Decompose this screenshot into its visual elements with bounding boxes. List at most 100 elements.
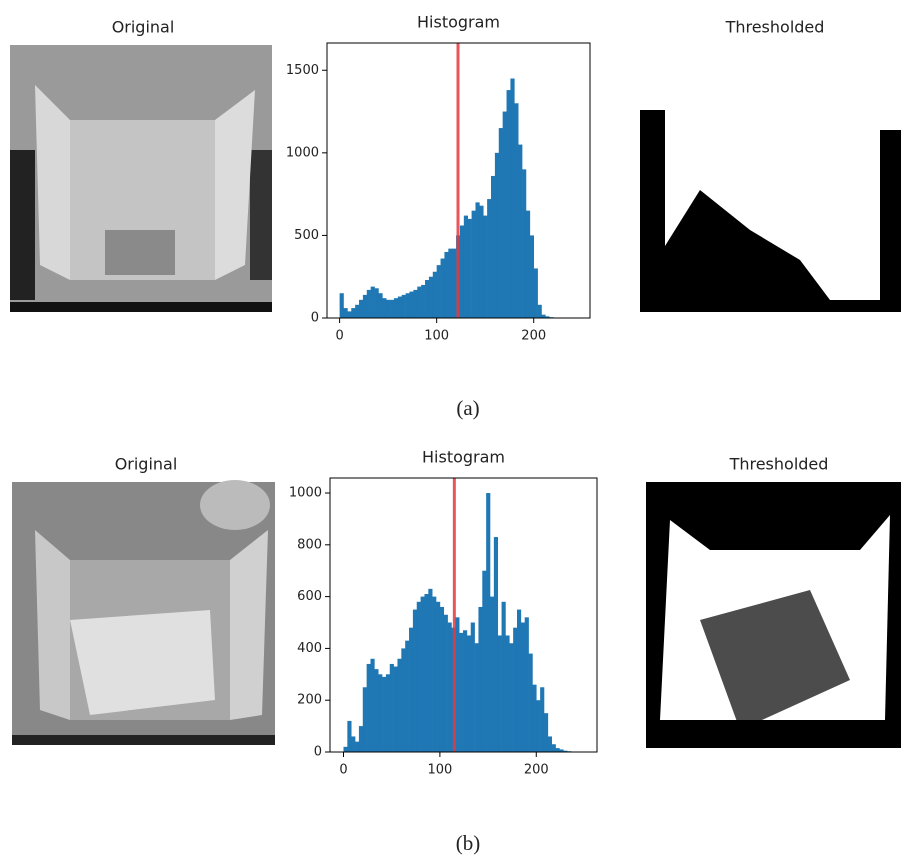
x-tick-label: 100 bbox=[424, 329, 449, 344]
y-tick-label: 200 bbox=[297, 693, 322, 708]
bar bbox=[470, 622, 475, 752]
image-title: Original bbox=[112, 18, 175, 37]
bar bbox=[432, 596, 437, 752]
bar bbox=[483, 215, 488, 318]
x-tick-label: 100 bbox=[427, 763, 452, 778]
bar bbox=[455, 617, 460, 752]
image-title: Thresholded bbox=[725, 18, 825, 37]
bar bbox=[347, 720, 352, 752]
bar bbox=[482, 570, 487, 752]
bar bbox=[421, 284, 426, 318]
bar bbox=[409, 627, 414, 752]
axes-frame bbox=[326, 42, 591, 319]
bar bbox=[351, 736, 356, 752]
bar bbox=[475, 202, 480, 318]
bar bbox=[417, 286, 422, 318]
bar bbox=[459, 632, 464, 752]
bar bbox=[436, 601, 441, 752]
bar bbox=[347, 311, 352, 318]
bar bbox=[522, 169, 527, 318]
thresholded-image bbox=[646, 482, 901, 748]
bar bbox=[563, 750, 568, 752]
bar bbox=[463, 630, 468, 752]
bar bbox=[378, 293, 383, 318]
bar bbox=[436, 265, 441, 318]
bar bbox=[474, 643, 479, 752]
bar bbox=[370, 658, 375, 752]
bar bbox=[505, 635, 510, 752]
bar bbox=[362, 687, 367, 752]
bar bbox=[401, 648, 406, 752]
bar bbox=[439, 606, 445, 752]
y-tick-label: 0 bbox=[311, 311, 319, 326]
bar bbox=[428, 588, 433, 752]
bar bbox=[409, 291, 414, 318]
bar bbox=[524, 617, 529, 752]
bar bbox=[405, 640, 410, 752]
bar bbox=[545, 316, 550, 318]
x-tick-label: 200 bbox=[524, 763, 549, 778]
axes-frame bbox=[329, 477, 598, 753]
y-tick-label: 800 bbox=[297, 537, 322, 552]
bar bbox=[547, 736, 552, 752]
bar bbox=[397, 658, 402, 752]
bar bbox=[502, 111, 507, 318]
bar bbox=[413, 289, 418, 318]
bar bbox=[467, 218, 472, 318]
x-tick-label: 0 bbox=[339, 763, 347, 778]
bar bbox=[393, 666, 398, 752]
bar bbox=[412, 609, 418, 752]
y-tick-label: 1000 bbox=[286, 145, 319, 160]
bar bbox=[543, 713, 549, 752]
bar bbox=[447, 622, 452, 752]
y-tick-label: 1500 bbox=[286, 63, 319, 78]
bar bbox=[520, 622, 526, 752]
photo bbox=[10, 45, 272, 312]
bar bbox=[374, 669, 379, 752]
y-tick-label: 1000 bbox=[289, 486, 322, 501]
bar bbox=[424, 594, 429, 752]
bar bbox=[459, 225, 465, 318]
bar bbox=[382, 298, 387, 318]
bar bbox=[497, 635, 502, 752]
bar bbox=[529, 235, 535, 318]
bar bbox=[366, 289, 371, 318]
bar bbox=[382, 676, 387, 752]
chart-title: Histogram bbox=[422, 448, 505, 467]
bar bbox=[420, 596, 425, 752]
caption: (b) bbox=[456, 831, 481, 855]
bar bbox=[401, 294, 406, 318]
bar bbox=[390, 299, 395, 318]
bar bbox=[509, 643, 514, 752]
bar bbox=[339, 293, 344, 318]
bar bbox=[513, 627, 518, 752]
bar bbox=[374, 288, 379, 318]
bar bbox=[536, 700, 541, 752]
bar bbox=[479, 205, 484, 318]
bar bbox=[393, 298, 399, 318]
bar bbox=[440, 258, 445, 318]
bar bbox=[428, 276, 434, 318]
bar bbox=[397, 296, 403, 318]
bar bbox=[555, 748, 560, 752]
bar bbox=[540, 687, 545, 752]
bar bbox=[537, 304, 542, 318]
bar bbox=[559, 749, 564, 752]
bar bbox=[510, 78, 515, 318]
x-tick-label: 0 bbox=[335, 329, 343, 344]
bar bbox=[355, 741, 360, 752]
bar bbox=[516, 609, 522, 752]
bar bbox=[386, 299, 391, 318]
bar bbox=[343, 746, 348, 752]
y-tick-label: 400 bbox=[297, 641, 322, 656]
bar bbox=[493, 537, 499, 752]
bar bbox=[358, 726, 364, 752]
bar bbox=[466, 635, 472, 752]
bar bbox=[501, 601, 506, 752]
bar bbox=[444, 251, 449, 318]
bar bbox=[471, 210, 476, 318]
bar bbox=[366, 663, 371, 752]
bar bbox=[478, 606, 483, 752]
bar bbox=[370, 286, 375, 318]
